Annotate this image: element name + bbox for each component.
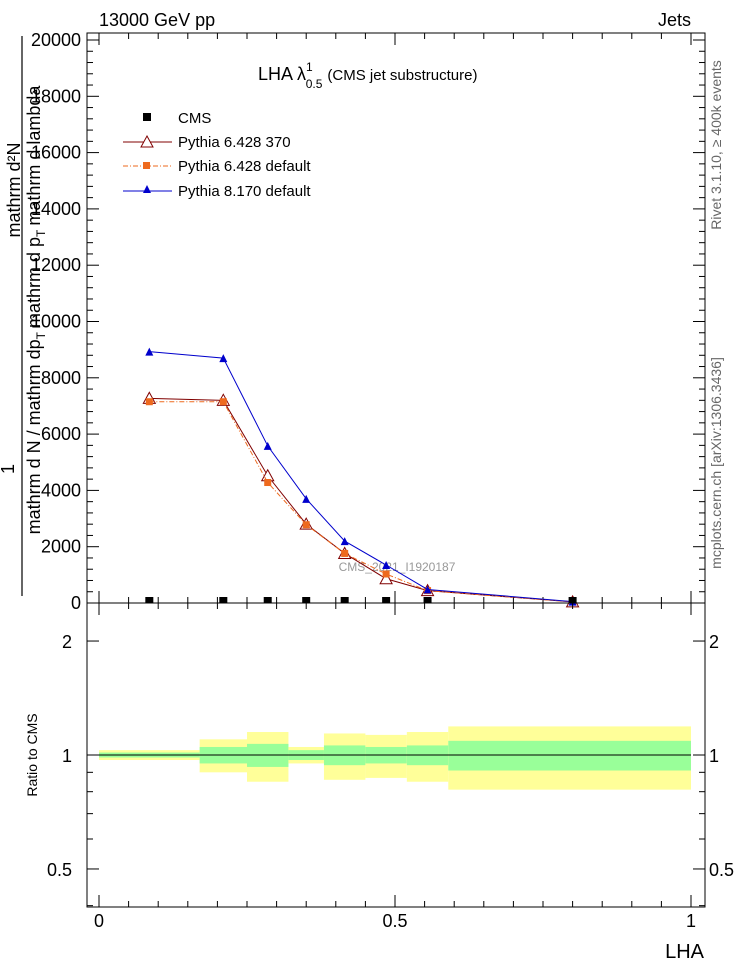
data-point (382, 560, 391, 569)
main-series-layer (142, 347, 580, 608)
legend-entry-cms: CMS (143, 110, 211, 127)
main-ylabel-tail: mathrm d lambda (24, 85, 44, 226)
main-y-tick-label: 20000 (31, 30, 81, 50)
main-y-tick-label: 16000 (31, 143, 81, 163)
data-point (379, 571, 393, 585)
main-watermark: CMS_2021_I1920187 (339, 560, 456, 574)
ratio-y-tick-label-right: 0.5 (709, 860, 734, 880)
data-point (302, 521, 310, 529)
data-point (302, 494, 311, 503)
legend: CMS Pythia 6.428 370 Pythia 6.428 defaul… (123, 110, 311, 200)
header-jets-label: Jets (658, 10, 691, 30)
legend-entry-pythia8: Pythia 8.170 default (123, 183, 311, 200)
chart-title-main: LHA λ (258, 64, 306, 84)
legend-entry-pythia6-default: Pythia 6.428 default (123, 158, 311, 175)
data-point (340, 537, 349, 546)
data-point (264, 479, 272, 487)
data-point (145, 597, 154, 603)
ratio-uncertainty-bands (99, 726, 691, 790)
legend-pythia8-label: Pythia 8.170 default (178, 183, 311, 200)
data-point (382, 570, 390, 578)
main-y-tick-label: 8000 (41, 368, 81, 388)
main-y-tick-label: 12000 (31, 255, 81, 275)
x-tick-label: 1 (686, 911, 696, 931)
legend-pythia6-default-marker (143, 162, 150, 169)
main-ylabel-denominator-sub: T (34, 331, 48, 339)
main-plot-panel: 0 2000 4000 6000 8000 10000 12000 14000 16000 180… (31, 30, 706, 613)
x-tick-label: 0.5 (382, 911, 407, 931)
main-y-tick-label: 14000 (31, 199, 81, 219)
chart-title-rest: (CMS jet substructure) (327, 67, 477, 84)
mcplots-reference-label: mcplots.cern.ch [arXiv:1306.3436] (708, 357, 724, 569)
ratio-y-tick-label-right: 1 (709, 746, 719, 766)
data-point (219, 398, 227, 406)
legend-cms-marker (143, 113, 151, 121)
main-ylabel-numerator: mathrm d²N (4, 142, 24, 237)
main-y-tick-label: 4000 (41, 480, 81, 500)
ratio-y-tick-label: 1 (62, 746, 72, 766)
series-pythia-6-428-default (145, 398, 577, 606)
header-energy-label: 13000 GeV pp (99, 10, 215, 30)
data-point (341, 549, 349, 557)
rivet-version-label: Rivet 3.1.10, ≥ 400k events (708, 60, 724, 230)
legend-entry-pythia6-370: Pythia 6.428 370 (123, 134, 291, 151)
data-point (219, 597, 228, 603)
main-ylabel: 1 mathrm d²N mathrm d N / mathrm dpTmath… (0, 36, 48, 596)
main-y-tick-label: 2000 (41, 537, 81, 557)
ratio-y-tick-label-right: 2 (709, 632, 719, 652)
ratio-y-tick-label: 2 (62, 632, 72, 652)
main-ylabel-denominator-main: mathrm d N / mathrm dp (24, 339, 44, 534)
legend-pythia6-370-marker (140, 134, 154, 148)
ratio-y-tick-label: 0.5 (47, 860, 72, 880)
ratio-x-axis: 0 0.5 1 (94, 603, 696, 931)
chart-title: LHA λ1 0.5 (CMS jet substructure) (258, 60, 477, 91)
data-point (568, 597, 577, 603)
data-point (145, 398, 153, 406)
series-pythia-6-428-370 (142, 391, 580, 608)
main-y-tick-label: 10000 (31, 312, 81, 332)
main-ylabel-factor: 1 (0, 464, 18, 474)
data-point (423, 585, 432, 594)
x-tick-label: 0 (94, 911, 104, 931)
ratio-y-axis: 0.5 0.5 1 1 2 2 (47, 632, 734, 907)
chart-title-sub: 0.5 (306, 77, 323, 91)
data-point (219, 354, 228, 363)
main-y-tick-label: 0 (71, 593, 81, 613)
data-point (340, 597, 349, 603)
data-point (302, 597, 311, 603)
ratio-ylabel: Ratio to CMS (24, 713, 40, 796)
chart-title-sup: 1 (306, 60, 313, 74)
data-point (263, 441, 272, 450)
data-point (145, 347, 154, 356)
ratio-stat-band (448, 740, 691, 771)
series-cms (145, 597, 577, 603)
data-point (263, 597, 272, 603)
series-line (149, 351, 573, 603)
x-axis-label: LHA (665, 941, 705, 963)
main-y-tick-label: 18000 (31, 86, 81, 106)
main-y-axis: 0 2000 4000 6000 8000 10000 12000 14000 16000 180… (31, 30, 705, 613)
legend-pythia8-marker (143, 185, 151, 193)
main-x-axis-ticks (98, 33, 692, 603)
ratio-plot-panel: 0.5 0.51 12 2 0 0.5 1 Ratio to CMS LHA (24, 602, 734, 963)
series-line (149, 401, 573, 603)
main-ylabel-denominator: mathrm d N / mathrm dpTmathrm d pTmathrm… (24, 85, 48, 535)
main-ylabel-tail-sub: T (34, 229, 48, 237)
legend-pythia6-default-label: Pythia 6.428 default (178, 158, 311, 175)
main-y-tick-label: 6000 (41, 424, 81, 444)
legend-cms-label: CMS (178, 110, 211, 127)
data-point (382, 597, 391, 603)
main-ylabel-denominator-rest: mathrm d p (24, 237, 44, 328)
data-point (423, 597, 432, 603)
legend-pythia6-370-label: Pythia 6.428 370 (178, 134, 291, 151)
